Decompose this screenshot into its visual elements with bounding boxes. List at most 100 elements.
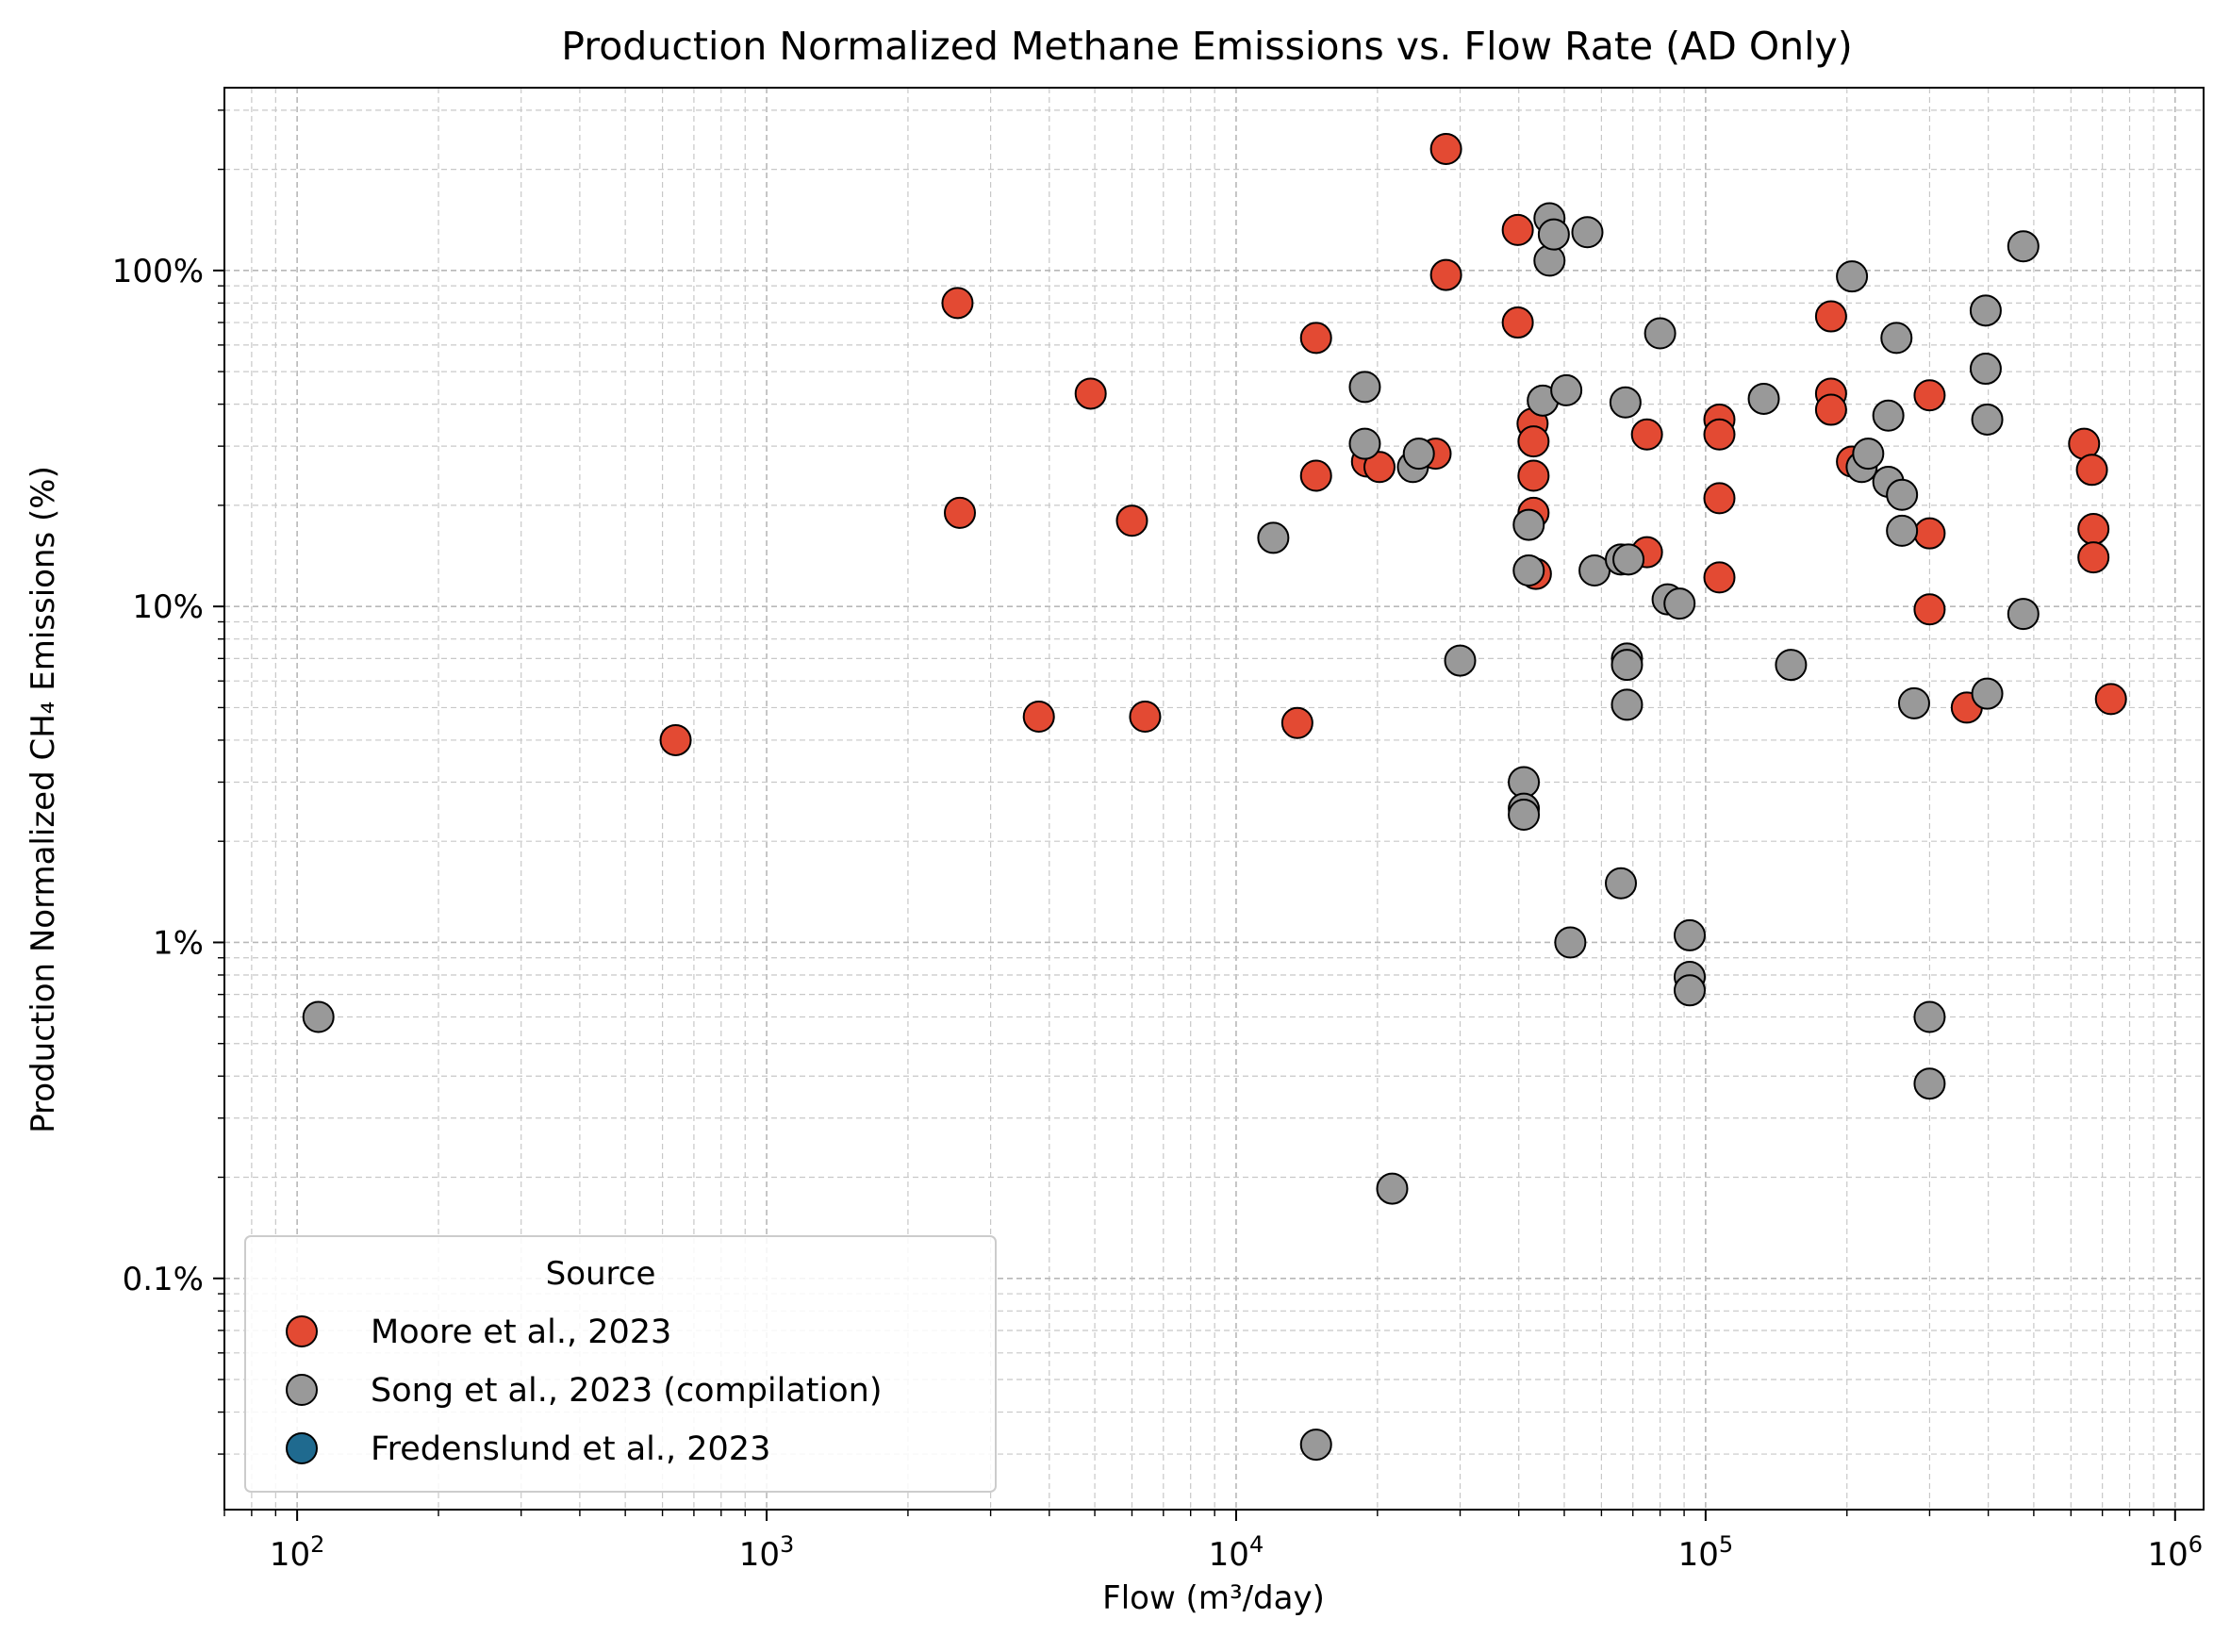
data-point (1402, 438, 1435, 471)
legend-label-song: Song et al., 2023 (compilation) (371, 1372, 883, 1410)
data-point (1913, 1067, 1946, 1100)
data-point (1663, 587, 1696, 620)
data-point (1703, 482, 1736, 515)
legend-title: Source (546, 1255, 656, 1293)
data-point (1611, 688, 1644, 721)
data-point (1836, 260, 1869, 293)
data-point (1872, 399, 1905, 432)
plot-area-frame (223, 87, 2205, 1511)
data-point (1129, 700, 1162, 733)
data-point (1880, 322, 1913, 355)
data-point (1022, 700, 1055, 733)
data-point (2077, 541, 2110, 574)
y-axis-label: Production Normalized CH₄ Emissions (%) (25, 466, 62, 1133)
data-point (1913, 593, 1946, 626)
legend-item-moore: Moore et al., 2023 (286, 1313, 671, 1351)
data-point (2007, 598, 2040, 631)
x-tick-label: 105 (1678, 1531, 1734, 1574)
data-point (1609, 386, 1642, 419)
x-tick-label: 106 (2148, 1531, 2204, 1574)
legend: Source Moore et al., 2023 Song et al., 2… (244, 1235, 997, 1493)
data-point (1886, 514, 1919, 547)
data-point (1611, 649, 1644, 682)
data-point (941, 287, 974, 320)
data-point (1550, 373, 1583, 406)
y-tick-label: 1% (153, 924, 204, 962)
data-point (1512, 553, 1545, 586)
major-ticks (213, 269, 2176, 1521)
data-point (1115, 504, 1148, 537)
data-point (1571, 216, 1604, 249)
data-point (1501, 213, 1534, 246)
data-point (1537, 218, 1570, 251)
data-point (1612, 543, 1645, 576)
data-point (1886, 478, 1919, 511)
data-point (1969, 353, 2002, 386)
data-point (1257, 521, 1290, 554)
data-point (1703, 418, 1736, 451)
data-point (2077, 513, 2110, 546)
data-point (1913, 517, 1946, 550)
data-point (2007, 230, 2040, 263)
y-tick-labels: 0.1% 1% 10% 100% (112, 253, 204, 1298)
data-point (1508, 798, 1541, 831)
legend-label-fredenslund: Fredenslund et al., 2023 (371, 1430, 770, 1468)
data-point (1299, 1429, 1332, 1462)
legend-marker-fredenslund (286, 1432, 318, 1464)
data-point (1501, 306, 1534, 339)
data-point (1852, 438, 1885, 471)
data-point (1775, 649, 1808, 682)
y-tick-label: 100% (112, 253, 204, 290)
y-tick-label: 10% (132, 588, 204, 626)
chart-title: Production Normalized Methane Emissions … (561, 24, 1852, 69)
x-axis-label: Flow (m³/day) (1102, 1579, 1325, 1617)
data-point (943, 496, 976, 529)
data-point (659, 723, 692, 756)
legend-item-fredenslund: Fredenslund et al., 2023 (286, 1430, 770, 1468)
data-point (1376, 1172, 1409, 1205)
data-point (1747, 382, 1780, 415)
data-point (1533, 244, 1566, 277)
data-point (1630, 418, 1663, 451)
data-point (1517, 459, 1550, 492)
data-point (1554, 926, 1587, 959)
legend-label-moore: Moore et al., 2023 (371, 1313, 671, 1351)
data-point (1348, 371, 1381, 404)
series-2-points (302, 202, 2040, 1462)
legend-marker-song (286, 1374, 318, 1406)
data-point (1429, 258, 1462, 291)
data-point (1913, 1000, 1946, 1033)
data-point (1674, 974, 1707, 1007)
data-point (1517, 425, 1550, 458)
data-point (1348, 427, 1381, 460)
y-tick-label: 0.1% (123, 1261, 204, 1298)
data-point (1814, 300, 1847, 333)
data-point (1897, 686, 1930, 719)
data-point (1971, 677, 2004, 710)
data-point (1074, 377, 1107, 410)
grid-lines (223, 88, 2204, 1510)
data-point (1674, 918, 1707, 951)
data-point (2094, 683, 2127, 716)
data-point (1971, 403, 2004, 436)
legend-marker-moore (286, 1315, 318, 1347)
data-points (302, 132, 2127, 1462)
legend-box (244, 1235, 997, 1493)
x-tick-label: 104 (1209, 1531, 1264, 1574)
data-point (302, 1000, 335, 1033)
data-point (1703, 561, 1736, 594)
data-point (1913, 379, 1946, 412)
data-point (1363, 451, 1396, 484)
data-point (2075, 454, 2108, 487)
data-point (1512, 508, 1545, 541)
x-tick-label: 103 (739, 1531, 795, 1574)
data-point (1444, 644, 1477, 677)
data-point (1814, 393, 1847, 426)
data-point (1299, 322, 1332, 355)
legend-item-song: Song et al., 2023 (compilation) (286, 1372, 883, 1410)
data-point (1299, 459, 1332, 492)
data-point (1429, 132, 1462, 165)
data-point (1508, 766, 1541, 799)
data-point (1280, 706, 1313, 739)
